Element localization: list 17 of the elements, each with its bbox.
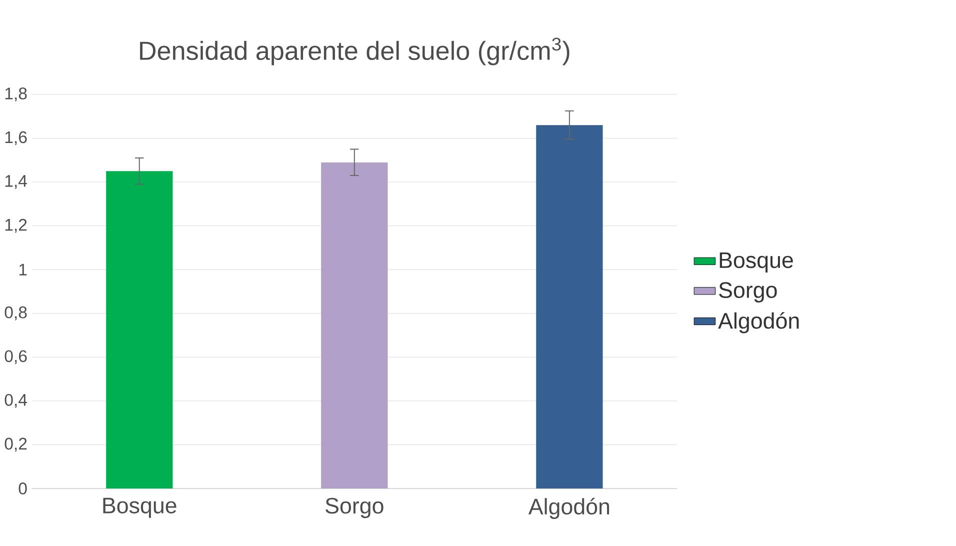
y-tick-label: 0,2 <box>4 438 27 452</box>
x-tick-label: Sorgo <box>326 498 384 518</box>
y-tick-label: 1,8 <box>5 87 27 102</box>
y-tick-label: 0 <box>18 482 27 494</box>
y-tick-label: 1 <box>19 264 27 276</box>
x-tick-label: Algodón <box>528 498 610 519</box>
y-tick-label: 0,4 <box>4 394 27 408</box>
chart-title: Densidad aparente del suelo (gr/cm$^{3}$) <box>140 38 570 66</box>
y-tick-label: 1,6 <box>5 131 27 146</box>
x-tick-label: Bosque <box>103 498 176 518</box>
y-tick-label: 1,2 <box>5 218 27 233</box>
y-tick-label: 0,8 <box>4 306 27 320</box>
y-tick-label: 0,6 <box>4 350 27 364</box>
legend-label: Algodón <box>718 312 799 334</box>
legend-label: Sorgo <box>719 282 777 302</box>
legend-label: Bosque <box>720 252 793 272</box>
y-tick-label: 1,4 <box>5 175 27 189</box>
